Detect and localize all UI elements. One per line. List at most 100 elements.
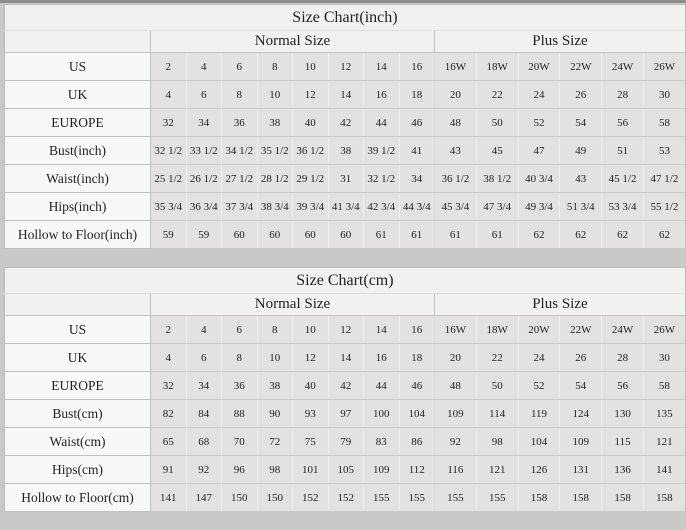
value-cell: 32: [150, 108, 187, 137]
value-cell: 155: [476, 483, 519, 512]
value-cell: 92: [434, 427, 477, 456]
value-cell: 109: [363, 455, 400, 484]
value-cell: 88: [221, 399, 258, 428]
value-cell: 43: [434, 136, 477, 165]
value-cell: 16W: [434, 52, 477, 81]
value-cell: 48: [434, 371, 477, 400]
value-cell: 112: [399, 455, 435, 484]
value-cell: 30: [643, 343, 686, 372]
value-cell: 70: [221, 427, 258, 456]
value-cell: 32: [150, 371, 187, 400]
row-label: Hollow to Floor(inch): [4, 220, 151, 249]
value-cell: 46: [399, 108, 435, 137]
value-cell: 6: [221, 315, 258, 344]
value-cell: 56: [601, 371, 644, 400]
value-cell: 52: [518, 108, 561, 137]
value-cell: 25 1/2: [150, 164, 187, 193]
value-cell: 40: [292, 108, 329, 137]
value-cell: 33 1/2: [186, 136, 222, 165]
value-cell: 60: [221, 220, 258, 249]
top-edge-shadow: [0, 0, 686, 3]
value-cell: 158: [559, 483, 603, 512]
value-cell: 36 1/2: [434, 164, 477, 193]
value-cell: 51: [601, 136, 644, 165]
value-cell: 2: [150, 315, 187, 344]
value-cell: 41 3/4: [328, 192, 364, 221]
value-cell: 16: [399, 315, 435, 344]
value-cell: 98: [257, 455, 293, 484]
value-cell: 58: [643, 108, 686, 137]
value-cell: 8: [257, 315, 293, 344]
value-cell: 109: [434, 399, 477, 428]
value-cell: 43: [559, 164, 603, 193]
value-cell: 53 3/4: [601, 192, 644, 221]
row-label: US: [4, 52, 151, 81]
value-cell: 12: [328, 52, 364, 81]
value-cell: 47 3/4: [476, 192, 519, 221]
value-cell: 28: [601, 343, 644, 372]
table-row: UK 4 6 8 10 12 14 16 18 20 22 24 26 28 30: [4, 80, 686, 109]
value-cell: 20: [434, 343, 477, 372]
value-cell: 8: [221, 80, 258, 109]
value-cell: 54: [559, 371, 603, 400]
table-row: Hollow to Floor(inch) 59 59 60 60 60 60 61 61 61 6…: [4, 220, 686, 249]
value-cell: 45 3/4: [434, 192, 477, 221]
value-cell: 30: [643, 80, 686, 109]
value-cell: 2: [150, 52, 187, 81]
value-cell: 59: [186, 220, 222, 249]
value-cell: 158: [643, 483, 686, 512]
value-cell: 37 3/4: [221, 192, 258, 221]
value-cell: 32 1/2: [150, 136, 187, 165]
value-cell: 16W: [434, 315, 477, 344]
value-cell: 96: [221, 455, 258, 484]
value-cell: 8: [221, 343, 258, 372]
group-header-normal-size: Normal Size: [150, 30, 435, 53]
value-cell: 36 3/4: [186, 192, 222, 221]
value-cell: 155: [434, 483, 477, 512]
value-cell: 150: [221, 483, 258, 512]
value-cell: 39 1/2: [363, 136, 400, 165]
table-row: Hips(inch) 35 3/4 36 3/4 37 3/4 38 3/4 39 3/4…: [4, 192, 686, 221]
value-cell: 16: [399, 52, 435, 81]
row-label: Hips(cm): [4, 455, 151, 484]
value-cell: 24W: [601, 315, 644, 344]
value-cell: 40: [292, 371, 329, 400]
value-cell: 38: [257, 108, 293, 137]
row-label: Hips(inch): [4, 192, 151, 221]
value-cell: 24W: [601, 52, 644, 81]
group-header-normal-size: Normal Size: [150, 293, 435, 316]
value-cell: 10: [292, 315, 329, 344]
value-cell: 20: [434, 80, 477, 109]
corner-cell: [4, 30, 151, 53]
value-cell: 22W: [559, 52, 603, 81]
value-cell: 82: [150, 399, 187, 428]
value-cell: 18: [399, 80, 435, 109]
value-cell: 59: [150, 220, 187, 249]
value-cell: 115: [601, 427, 644, 456]
value-cell: 60: [257, 220, 293, 249]
value-cell: 6: [221, 52, 258, 81]
value-cell: 31: [328, 164, 364, 193]
value-cell: 26 1/2: [186, 164, 222, 193]
value-cell: 29 1/2: [292, 164, 329, 193]
value-cell: 152: [292, 483, 329, 512]
value-cell: 135: [643, 399, 686, 428]
table-title-row: Size Chart(inch): [4, 4, 686, 31]
value-cell: 18: [399, 343, 435, 372]
table-row: Hips(cm) 91 92 96 98 101 105 109 112 116 121 126 131…: [4, 455, 686, 484]
table-title: Size Chart(inch): [4, 4, 686, 31]
value-cell: 49 3/4: [518, 192, 561, 221]
value-cell: 49: [559, 136, 603, 165]
value-cell: 20W: [518, 315, 561, 344]
value-cell: 121: [643, 427, 686, 456]
value-cell: 35 3/4: [150, 192, 187, 221]
table-row: EUROPE 32 34 36 38 40 42 44 46 48 50 52 54 56 58: [4, 108, 686, 137]
value-cell: 22: [476, 343, 519, 372]
value-cell: 35 1/2: [257, 136, 293, 165]
value-cell: 20W: [518, 52, 561, 81]
value-cell: 24: [518, 80, 561, 109]
value-cell: 34 1/2: [221, 136, 258, 165]
value-cell: 61: [363, 220, 400, 249]
value-cell: 158: [601, 483, 644, 512]
value-cell: 72: [257, 427, 293, 456]
